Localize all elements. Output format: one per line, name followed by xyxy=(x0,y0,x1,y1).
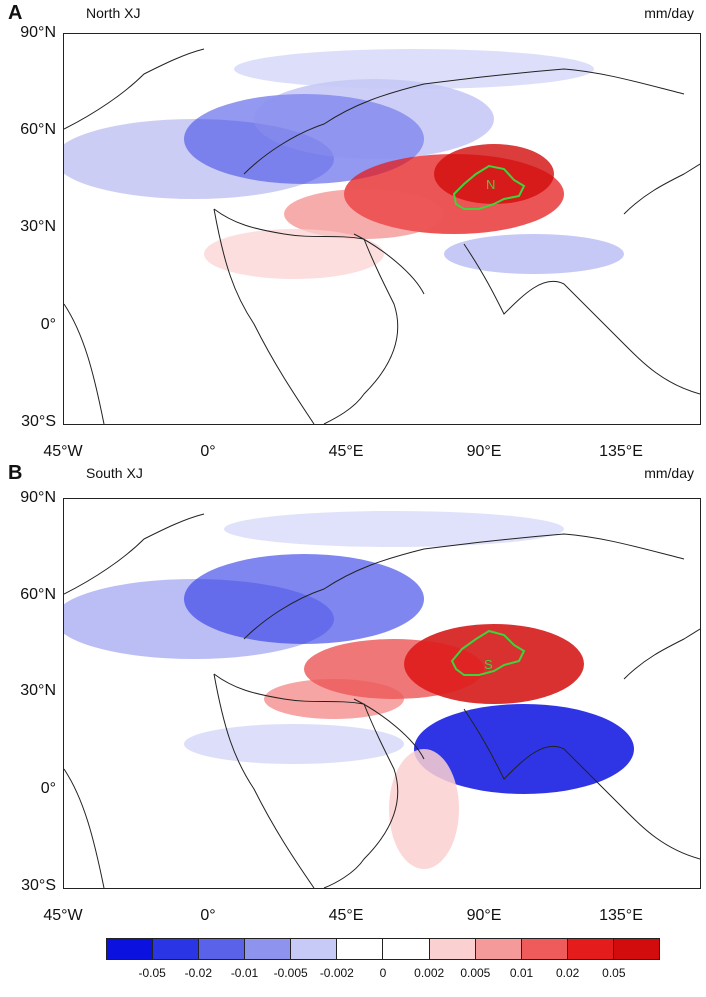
colorbar-cell xyxy=(429,939,476,959)
colorbar-label: 0.005 xyxy=(460,966,491,980)
colorbar-cell xyxy=(613,939,659,959)
colorbar-cell xyxy=(107,939,154,959)
south-xj-region xyxy=(450,629,526,676)
panel-a: A North XJ mm/day 90°N 60°N 30°N 0° 30°S xyxy=(0,0,706,465)
north-xj-region xyxy=(452,164,526,210)
coastlines xyxy=(64,48,700,424)
units-label: mm/day xyxy=(644,5,694,21)
map-frame: S xyxy=(63,498,701,889)
colorbar-label: -0.01 xyxy=(230,966,259,980)
lon-tick: 0° xyxy=(200,443,216,460)
colorbar-cell xyxy=(291,939,338,959)
colorbar-label: 0 xyxy=(379,966,387,980)
colorbar-label: 0.05 xyxy=(602,966,626,980)
colorbar-label: -0.02 xyxy=(184,966,212,980)
lat-tick: 30°N xyxy=(20,682,56,699)
colorbar-cell xyxy=(383,939,430,959)
precip-anomaly-field xyxy=(64,49,624,279)
units-label: mm/day xyxy=(644,465,694,481)
colorbar-cell xyxy=(245,939,292,959)
panel-b: B South XJ mm/day 90°N 60°N 30°N 0° 30°S xyxy=(0,462,706,924)
lat-tick: 90°N xyxy=(20,24,56,41)
lon-tick: 45°E xyxy=(328,907,364,924)
lon-tick: 45°E xyxy=(328,443,364,460)
lat-tick: 90°N xyxy=(20,489,56,506)
colorbar-label: 0.01 xyxy=(509,966,534,980)
panel-title: North XJ xyxy=(86,5,141,21)
colorbar-cell xyxy=(567,939,614,959)
colorbar-cell xyxy=(521,939,568,959)
panel-title: South XJ xyxy=(86,465,143,481)
lon-tick: 135°E xyxy=(599,907,643,924)
lat-tick: 60°N xyxy=(20,586,56,603)
lat-tick: 30°S xyxy=(21,877,56,894)
lat-tick: 0° xyxy=(40,780,56,797)
colorbar-cell xyxy=(153,939,200,959)
colorbar-cell xyxy=(475,939,522,959)
lat-tick: 30°S xyxy=(21,413,56,430)
lat-tick: 30°N xyxy=(20,218,56,235)
panel-letter: A xyxy=(8,2,23,24)
colorbar-cell xyxy=(199,939,246,959)
lon-tick: 90°E xyxy=(466,443,502,460)
region-label: S xyxy=(484,657,493,672)
region-label: N xyxy=(486,177,495,192)
colorbar xyxy=(106,938,660,960)
colorbar-label: -0.002 xyxy=(319,966,354,980)
precip-anomaly-field xyxy=(64,511,634,869)
colorbar-label: -0.05 xyxy=(138,966,166,980)
colorbar-cell xyxy=(337,939,384,959)
lon-tick: 45°W xyxy=(43,443,83,460)
map-frame: N xyxy=(63,33,701,425)
lat-tick: 60°N xyxy=(20,121,56,138)
map-north-xj: N xyxy=(64,48,700,424)
colorbar-label: 0.002 xyxy=(414,966,445,980)
lon-tick: 90°E xyxy=(466,907,502,924)
lon-tick: 0° xyxy=(200,907,216,924)
coastlines xyxy=(64,513,700,888)
lat-tick: 0° xyxy=(40,316,56,333)
lon-tick: 135°E xyxy=(599,443,643,460)
colorbar-label: 0.02 xyxy=(555,966,580,980)
colorbar-label: -0.005 xyxy=(273,966,308,980)
map-south-xj: S xyxy=(64,511,700,888)
lon-tick: 45°W xyxy=(43,907,83,924)
panel-letter: B xyxy=(8,462,23,484)
